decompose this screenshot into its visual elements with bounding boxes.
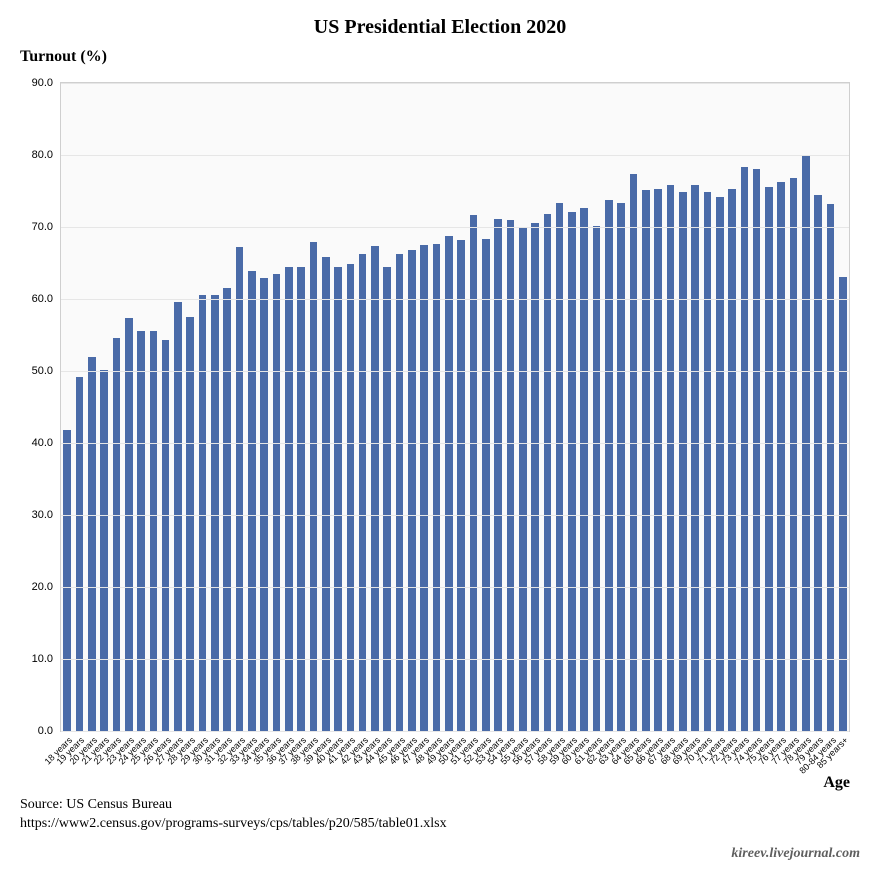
bar xyxy=(790,178,798,731)
bar xyxy=(814,195,822,731)
chart-title: US Presidential Election 2020 xyxy=(0,16,880,39)
credit-text: kireev.livejournal.com xyxy=(731,846,860,862)
bar xyxy=(544,214,552,731)
x-axis-label: Age xyxy=(823,774,850,792)
bar xyxy=(88,357,96,731)
bar xyxy=(223,288,231,731)
bar xyxy=(691,185,699,731)
bar xyxy=(137,331,145,731)
source-text: Source: US Census Bureau https://www2.ce… xyxy=(20,796,447,834)
bar xyxy=(839,277,847,731)
grid-line xyxy=(61,155,849,156)
bar xyxy=(174,302,182,731)
grid-line xyxy=(61,83,849,84)
bar xyxy=(260,278,268,731)
grid-line xyxy=(61,515,849,516)
bar xyxy=(507,220,515,731)
bar xyxy=(630,174,638,731)
bar xyxy=(334,267,342,731)
bar xyxy=(211,295,219,731)
bar xyxy=(654,189,662,731)
bar xyxy=(580,208,588,731)
bar xyxy=(285,267,293,731)
bar xyxy=(150,331,158,731)
bar xyxy=(125,318,133,731)
bar xyxy=(568,212,576,731)
source-label: Source: US Census Bureau xyxy=(20,797,172,812)
bar xyxy=(728,189,736,731)
bar xyxy=(186,317,194,731)
bar xyxy=(494,219,502,731)
grid-line xyxy=(61,443,849,444)
bar xyxy=(433,244,441,731)
y-tick-label: 70.0 xyxy=(32,221,53,233)
plot-area: 0.010.020.030.040.050.060.070.080.090.01… xyxy=(60,82,850,732)
bar xyxy=(100,370,108,731)
grid-line xyxy=(61,299,849,300)
bar xyxy=(617,203,625,731)
bar xyxy=(753,169,761,731)
bar xyxy=(679,192,687,731)
bar xyxy=(470,215,478,731)
bar xyxy=(741,167,749,731)
bar xyxy=(704,192,712,731)
y-tick-label: 40.0 xyxy=(32,437,53,449)
bar xyxy=(310,242,318,731)
grid-line xyxy=(61,659,849,660)
y-tick-label: 90.0 xyxy=(32,77,53,89)
bar xyxy=(667,185,675,731)
bar xyxy=(556,203,564,731)
bar xyxy=(457,240,465,731)
bars-container xyxy=(61,83,849,731)
bar xyxy=(482,239,490,731)
grid-line xyxy=(61,731,849,732)
bar xyxy=(199,295,207,731)
grid-line xyxy=(61,227,849,228)
bar xyxy=(716,197,724,731)
bar xyxy=(113,338,121,731)
source-url: https://www2.census.gov/programs-surveys… xyxy=(20,816,447,831)
bar xyxy=(273,274,281,731)
bar xyxy=(519,227,527,731)
y-tick-label: 80.0 xyxy=(32,149,53,161)
bar xyxy=(383,267,391,731)
y-tick-label: 10.0 xyxy=(32,653,53,665)
bar xyxy=(63,430,71,731)
grid-line xyxy=(61,371,849,372)
bar xyxy=(445,236,453,731)
y-tick-label: 50.0 xyxy=(32,365,53,377)
grid-line xyxy=(61,587,849,588)
bar xyxy=(777,182,785,731)
y-tick-label: 0.0 xyxy=(38,725,53,737)
bar xyxy=(642,190,650,731)
bar xyxy=(765,187,773,731)
y-tick-label: 60.0 xyxy=(32,293,53,305)
bar xyxy=(827,204,835,731)
bar xyxy=(605,200,613,731)
bar xyxy=(76,377,84,731)
y-tick-label: 30.0 xyxy=(32,509,53,521)
y-tick-label: 20.0 xyxy=(32,581,53,593)
bar xyxy=(593,226,601,731)
y-axis-label: Turnout (%) xyxy=(20,48,107,66)
bar xyxy=(347,264,355,731)
bar xyxy=(162,340,170,731)
bar xyxy=(297,267,305,731)
bar xyxy=(248,271,256,731)
